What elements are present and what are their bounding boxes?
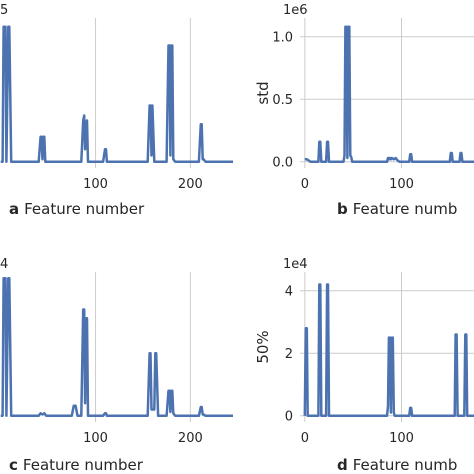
y-axis-label: std xyxy=(254,81,272,104)
x-tick-label: 0 xyxy=(301,431,309,446)
panel-caption: d Feature numb xyxy=(337,456,457,474)
x-tick-label: 200 xyxy=(178,431,203,446)
x-tick-label: 100 xyxy=(83,431,108,446)
panel-letter: a xyxy=(9,200,19,218)
x-tick-label: 100 xyxy=(83,177,108,192)
panel-caption: b Feature numb xyxy=(337,200,457,218)
x-axis-label: Feature number xyxy=(24,200,145,218)
panel-a: 100 200 5 a Feature number xyxy=(0,3,233,218)
x-tick-label: 100 xyxy=(389,431,414,446)
panel-letter: b xyxy=(337,200,348,218)
y-tick-label: 0.5 xyxy=(272,93,293,108)
panel-b: 0 100 0.0 0.5 1.0 1e6 std b Feature numb xyxy=(254,3,474,218)
axis-offset-text: 4 xyxy=(0,257,8,272)
x-tick-label: 200 xyxy=(178,177,203,192)
y-axis-label: 50% xyxy=(254,330,272,363)
series-line xyxy=(0,277,233,418)
y-tick-label: 0.0 xyxy=(272,155,293,170)
y-tick-label: 0 xyxy=(285,409,293,424)
x-tick-label: 0 xyxy=(301,177,309,192)
panel-caption: c Feature number xyxy=(9,456,144,474)
panel-letter: c xyxy=(9,456,18,474)
panel-d: 0 100 0 2 4 1e4 50% d Feature numb xyxy=(254,257,474,474)
x-axis-label: Feature number xyxy=(23,456,144,474)
series-line xyxy=(304,25,474,164)
axis-offset-text: 1e4 xyxy=(283,257,308,272)
x-axis-label: Feature numb xyxy=(353,200,458,218)
x-axis-label: Feature numb xyxy=(353,456,458,474)
y-tick-label: 4 xyxy=(285,284,293,299)
series-line xyxy=(303,283,474,418)
axis-offset-text: 5 xyxy=(0,3,8,18)
y-tick-label: 2 xyxy=(285,347,293,362)
panel-c: 100 200 4 c Feature number xyxy=(0,257,233,474)
panel-caption: a Feature number xyxy=(9,200,145,218)
y-tick-label: 1.0 xyxy=(272,30,293,45)
series-line xyxy=(0,25,233,164)
x-tick-label: 100 xyxy=(389,177,414,192)
panel-letter: d xyxy=(337,456,348,474)
axis-offset-text: 1e6 xyxy=(283,3,308,18)
